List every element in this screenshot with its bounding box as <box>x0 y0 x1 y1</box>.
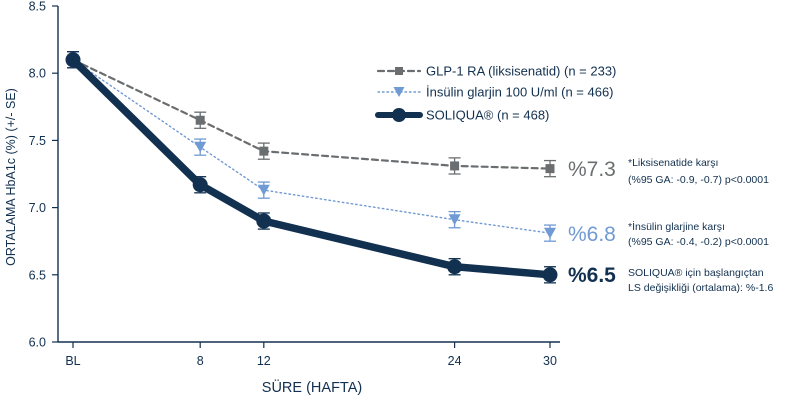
data-point <box>65 52 81 68</box>
x-tick-label: 24 <box>448 354 462 368</box>
annotation-line: (%95 GA: -0.9, -0.7) p<0.0001 <box>628 174 769 186</box>
legend-entry-2: İnsülin glarjin 100 U/ml (n = 466) <box>377 85 614 100</box>
annotation-line: (%95 GA: -0.4, -0.2) p<0.0001 <box>628 236 769 248</box>
y-axis-title: ORTALAMA HbA1c (%) (+/- SE) <box>4 88 18 266</box>
x-axis-title: SÜRE (HAFTA) <box>262 378 362 396</box>
legend-marker <box>393 87 405 97</box>
end-value-label: %6.8 <box>568 223 616 246</box>
data-point <box>256 213 272 229</box>
data-point <box>448 214 461 226</box>
series-1 <box>67 51 556 178</box>
series-2 <box>67 51 556 242</box>
y-tick-label: 7.5 <box>29 134 46 148</box>
end-labels: %7.3 *Liksisenatide karşı (%95 GA: -0.9, -… <box>568 157 773 294</box>
annotation-line: *Liksisenatide karşı <box>628 157 718 169</box>
y-tick-label: 6.5 <box>29 268 46 282</box>
x-tick-label: 12 <box>257 354 271 368</box>
legend-label: GLP-1 RA (liksisenatid) (n = 233) <box>426 64 616 79</box>
data-point <box>545 164 555 174</box>
data-point <box>194 141 207 153</box>
legend-label: İnsülin glarjin 100 U/ml (n = 466) <box>426 85 614 100</box>
data-point <box>544 227 556 239</box>
data-point <box>447 259 463 275</box>
axes: 6.0 6.5 7.0 7.5 8.0 8.5 BL 8 12 24 30 <box>29 0 560 368</box>
x-tick-label: 30 <box>543 354 557 368</box>
data-point <box>542 267 558 283</box>
x-tick-label: 8 <box>197 354 204 368</box>
data-point <box>259 146 269 156</box>
y-tick-label: 7.0 <box>29 201 46 215</box>
y-tick-label: 8.0 <box>29 67 46 81</box>
end-value-label: %7.3 <box>568 158 616 181</box>
data-point <box>192 177 208 193</box>
legend: GLP-1 RA (liksisenatid) (n = 233) İnsülin… <box>375 64 616 123</box>
annotation-line: *İnsülin glarjine karşı <box>628 220 725 233</box>
legend-entry-1: GLP-1 RA (liksisenatid) (n = 233) <box>376 64 616 79</box>
series-layer <box>65 51 558 284</box>
y-tick-label: 6.0 <box>29 336 46 350</box>
legend-marker <box>395 67 403 75</box>
y-tick-label: 8.5 <box>29 0 46 14</box>
annotation-line: LS değişikliği (ortalama): %-1.6 <box>628 282 773 294</box>
legend-marker <box>392 108 406 122</box>
legend-label: SOLIQUA® (n = 468) <box>426 108 549 123</box>
data-point <box>195 115 205 125</box>
data-point <box>450 161 460 171</box>
legend-entry-3: SOLIQUA® (n = 468) <box>375 108 549 123</box>
data-point <box>257 184 270 196</box>
x-tick-label: BL <box>65 354 80 368</box>
end-value-label: %6.5 <box>568 264 616 287</box>
annotation-line: SOLIQUA® için başlangıçtan <box>628 267 764 279</box>
series-3 <box>65 51 558 284</box>
